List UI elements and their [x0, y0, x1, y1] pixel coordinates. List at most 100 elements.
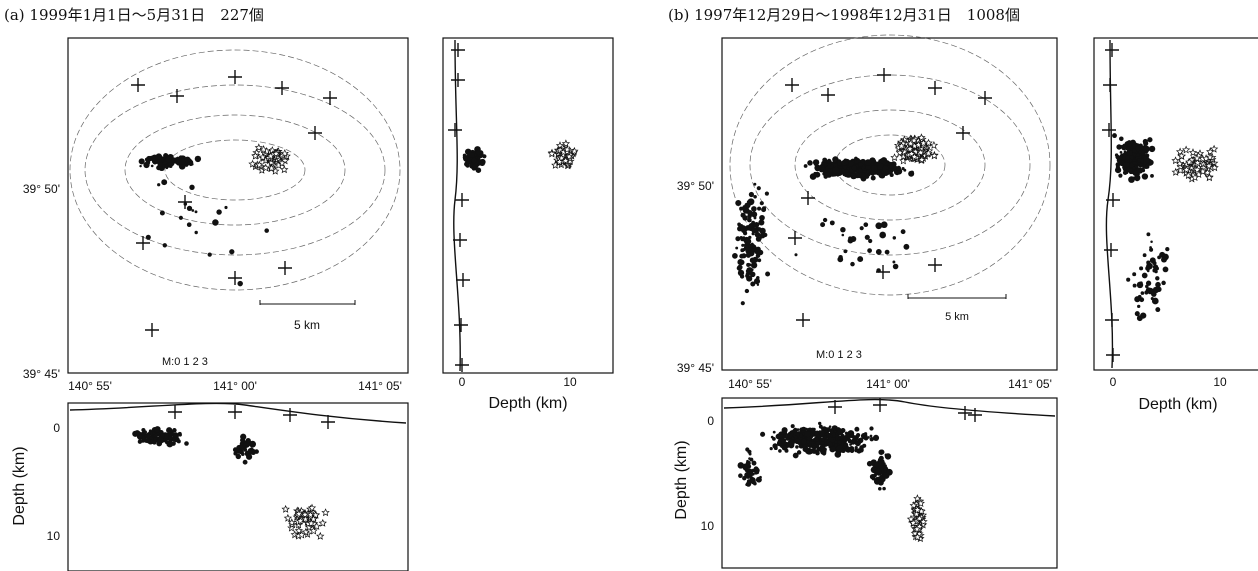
event-dot [137, 439, 143, 444]
event-star [316, 531, 325, 540]
event-dot [837, 160, 843, 166]
event-dot [875, 162, 880, 166]
event-dot [1142, 138, 1148, 144]
event-dot [742, 463, 750, 471]
panel-a-lon-tick-1: 140° 55' [68, 379, 112, 393]
event-dot [749, 257, 756, 263]
station-cross [453, 233, 467, 247]
event-dot [829, 446, 836, 453]
event-dot [1150, 174, 1154, 178]
event-dot [171, 157, 176, 163]
station-cross [801, 191, 815, 205]
event-dot [763, 232, 768, 238]
event-star [561, 156, 570, 165]
event-dot [819, 448, 823, 452]
event-dot [1150, 240, 1153, 244]
event-dot [1146, 269, 1150, 273]
panel-b-lon-tick-2: 141° 00' [866, 377, 910, 391]
panel-b-ns-section-frame [1093, 37, 1258, 371]
event-dot [157, 183, 161, 187]
event-star [251, 151, 260, 160]
station-cross [275, 81, 289, 95]
event-dot [750, 251, 755, 255]
event-dot [854, 426, 860, 432]
event-dot [742, 231, 748, 236]
event-dot [1143, 156, 1150, 163]
event-star [321, 508, 330, 517]
event-dot [174, 439, 177, 443]
event-dot [1119, 136, 1124, 142]
event-dot [212, 219, 219, 226]
station-cross [454, 318, 468, 332]
panel-b-depth-ylabel: Depth (km) [673, 440, 690, 519]
event-dot [879, 231, 887, 239]
event-dot [479, 159, 486, 167]
station-cross [278, 261, 292, 275]
event-star [915, 514, 924, 523]
event-dot [868, 238, 873, 244]
event-dot [139, 164, 142, 168]
event-dot [759, 201, 764, 206]
event-dot [818, 421, 822, 426]
event-dot [872, 434, 880, 441]
event-dot [748, 452, 752, 456]
event-dot [1131, 159, 1138, 165]
event-star [254, 143, 263, 152]
event-dot [475, 167, 482, 173]
event-dot [754, 231, 761, 238]
panel-a-lat-tick-2: 39° 45' [23, 367, 60, 381]
event-star [259, 144, 268, 154]
panel-a-lon-tick-2: 141° 00' [213, 379, 257, 393]
event-star [307, 518, 316, 528]
event-dot [755, 476, 762, 483]
event-dot [885, 169, 888, 173]
event-dot [864, 159, 872, 166]
event-dot [870, 175, 876, 181]
event-dot [186, 205, 193, 212]
event-dot [841, 159, 848, 166]
event-dot [152, 431, 156, 435]
event-dot [189, 184, 195, 190]
event-dot [194, 230, 198, 235]
event-dot [149, 436, 153, 440]
event-dot [166, 440, 174, 448]
panel-a-ns-section-frame [442, 37, 614, 374]
event-dot [138, 434, 143, 439]
event-dot [878, 487, 882, 491]
panel-a-map-frame [67, 37, 409, 374]
event-dot [229, 249, 235, 255]
event-dot [1140, 312, 1147, 319]
event-dot [1118, 173, 1123, 178]
event-dot [840, 226, 846, 233]
event-dot [781, 427, 788, 434]
event-dot [874, 462, 879, 468]
event-dot [866, 170, 870, 174]
event-dot [810, 427, 816, 433]
event-dot [777, 440, 782, 446]
event-dot [476, 149, 482, 155]
event-star [1185, 157, 1194, 166]
event-dot [863, 222, 869, 228]
event-dot [1125, 155, 1130, 161]
station-cross [168, 405, 182, 419]
event-dot [814, 171, 821, 178]
event-star [290, 530, 299, 539]
scatter-marks [69, 39, 1219, 543]
event-star [312, 521, 321, 530]
event-dot [232, 447, 238, 453]
event-dot [216, 209, 222, 215]
event-dot [863, 432, 868, 436]
event-dot [245, 450, 249, 454]
event-star [555, 145, 565, 154]
event-star [1177, 151, 1186, 160]
event-dot [875, 249, 882, 255]
event-star [307, 503, 317, 512]
event-dot [154, 426, 161, 433]
station-cross [131, 78, 145, 92]
event-dot [815, 440, 820, 445]
event-dot [879, 449, 885, 455]
event-dot [884, 249, 890, 255]
event-star [294, 509, 304, 518]
panel-b-scale-label: 5 km [945, 311, 969, 323]
event-dot [1120, 144, 1124, 148]
